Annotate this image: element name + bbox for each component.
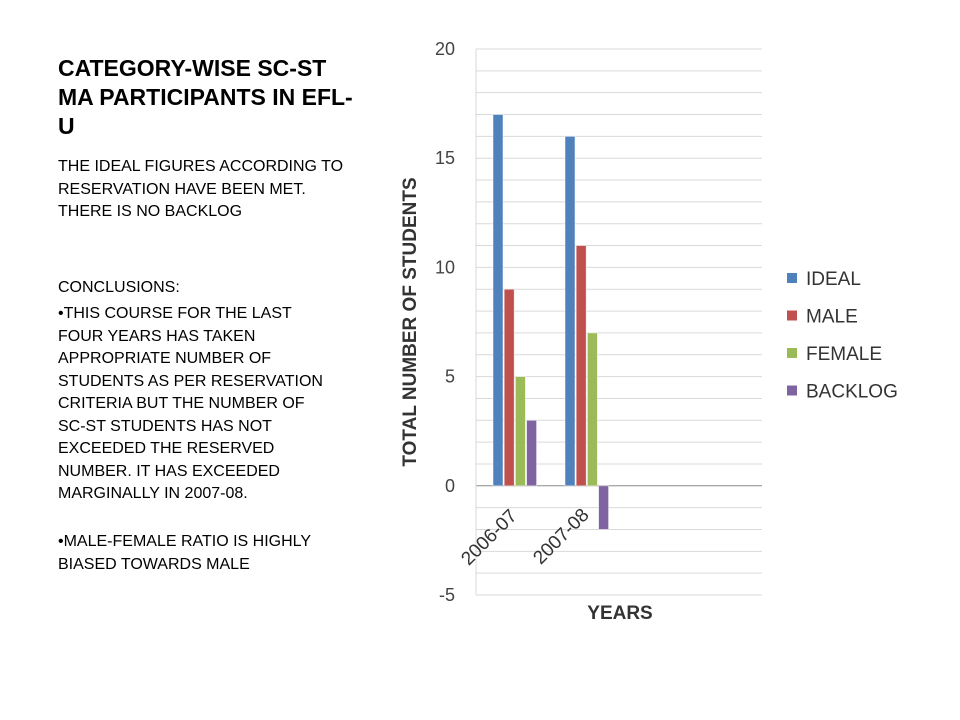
y-tick-label: 10	[435, 257, 455, 277]
conclusion-item: •MALE-FEMALE RATIO IS HIGHLY BIASED TOWA…	[58, 533, 311, 573]
conclusion-item: •THIS COURSE FOR THE LAST FOUR YEARS HAS…	[58, 305, 323, 502]
legend-label-male: MALE	[806, 307, 858, 328]
bar-backlog-2006-07	[526, 419, 537, 487]
bar-female-2007-08	[587, 332, 598, 487]
bar-ideal-2007-08	[564, 135, 576, 487]
y-tick-label: 0	[445, 476, 455, 496]
legend-swatch-backlog	[787, 385, 797, 396]
y-axis-label: TOTAL NUMBER OF STUDENTS	[400, 177, 421, 466]
y-tick-label: 5	[445, 367, 455, 387]
bar-backlog-2007-08	[598, 485, 609, 530]
y-tick-label: 15	[435, 148, 455, 168]
bar-male-2006-07	[503, 288, 515, 487]
legend-swatch-female	[787, 348, 797, 358]
conclusions-heading: CONCLUSIONS:	[58, 279, 180, 296]
y-tick-label: 20	[435, 39, 455, 59]
legend: IDEAL MALE FEMALE BACKLOG	[787, 269, 898, 403]
bar-male-2007-08	[575, 245, 587, 487]
gridlines	[475, 48, 762, 596]
intro-text: THE IDEAL FIGURES ACCORDING TO RESERVATI…	[58, 158, 344, 220]
bar-female-2006-07	[515, 376, 526, 487]
x-axis-ticks: 2006-07 2007-08	[457, 505, 593, 570]
legend-swatch-male	[787, 310, 797, 321]
slide-title: CATEGORY-WISE SC-ST MA PARTICIPANTS IN E…	[58, 55, 353, 139]
bars	[492, 114, 609, 530]
legend-label-ideal: IDEAL	[806, 269, 861, 290]
legend-label-female: FEMALE	[806, 344, 882, 365]
legend-label-backlog: BACKLOG	[806, 382, 898, 403]
x-tick-label: 2007-08	[529, 505, 593, 569]
y-tick-label: -5	[439, 585, 455, 605]
y-axis-ticks: -5 0 5 10 15 20	[435, 39, 455, 605]
x-axis-label: YEARS	[587, 603, 652, 624]
legend-swatch-ideal	[787, 273, 797, 283]
bar-ideal-2006-07	[492, 114, 504, 487]
x-tick-label: 2006-07	[457, 506, 521, 570]
